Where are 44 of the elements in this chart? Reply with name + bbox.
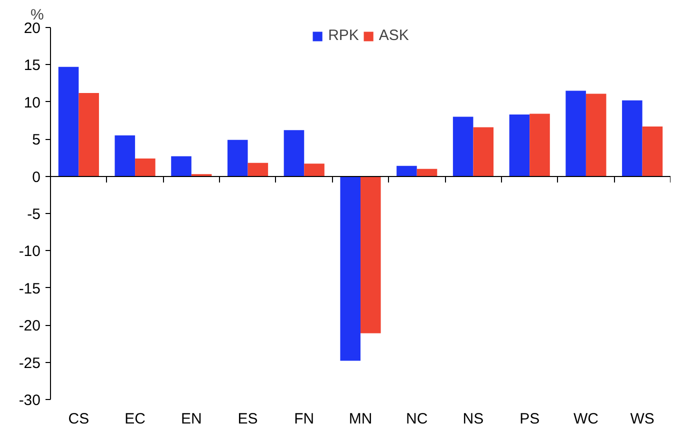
bar xyxy=(171,156,192,176)
x-tick-label: CS xyxy=(68,410,90,428)
bar xyxy=(58,66,79,176)
y-tick-label: 10 xyxy=(24,94,41,112)
bar xyxy=(473,127,494,176)
bar xyxy=(452,116,474,176)
legend-label: ASK xyxy=(378,27,409,44)
bar xyxy=(509,114,530,176)
y-tick-label: -5 xyxy=(27,206,41,223)
bar xyxy=(135,158,156,176)
bar xyxy=(396,166,417,176)
y-tick-label: -30 xyxy=(18,392,41,409)
bar xyxy=(530,114,550,176)
x-tick-label: MN xyxy=(348,410,372,428)
x-tick-label: WS xyxy=(630,410,654,428)
x-tick-label: FN xyxy=(294,410,314,428)
x-tick-label: ES xyxy=(238,410,258,428)
bar xyxy=(340,176,360,361)
y-tick-label: 5 xyxy=(32,132,40,149)
bar xyxy=(360,176,381,334)
y-tick-label: -10 xyxy=(18,243,41,260)
bar xyxy=(227,140,248,176)
bar xyxy=(622,100,642,176)
x-tick-label: EN xyxy=(180,410,202,428)
y-tick-label: -25 xyxy=(18,354,41,372)
bar xyxy=(248,162,268,176)
bar xyxy=(304,164,324,176)
bar xyxy=(284,130,304,176)
x-tick-label: WC xyxy=(573,410,599,428)
y-tick-label: 0 xyxy=(32,168,40,186)
legend-label: RPK xyxy=(328,27,359,44)
x-tick-label: NC xyxy=(406,410,428,428)
y-tick-label: 15 xyxy=(24,57,41,74)
x-tick-label: PS xyxy=(520,410,540,428)
bar xyxy=(114,135,136,176)
bar xyxy=(78,92,99,176)
y-tick-label: -15 xyxy=(18,280,41,298)
bar xyxy=(416,168,438,176)
bar xyxy=(586,94,606,176)
y-tick-label: -20 xyxy=(18,318,41,335)
x-tick-label: EC xyxy=(124,410,146,428)
x-tick-label: NS xyxy=(462,410,484,428)
bar xyxy=(566,90,586,176)
bar xyxy=(642,126,663,176)
